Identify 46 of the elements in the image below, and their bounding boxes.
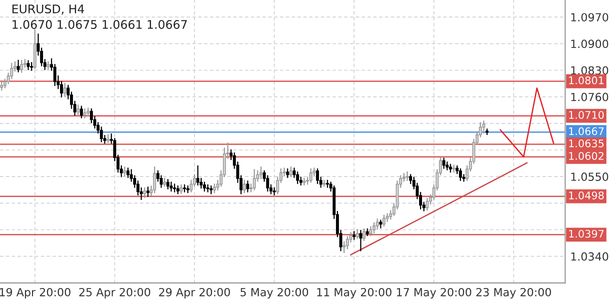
x-tick-label: 17 May 20:00 [396, 288, 472, 299]
candlestick [26, 60, 30, 70]
x-tick-label: 5 May 20:00 [240, 288, 308, 299]
y-tick-label: 1.0970 [571, 13, 608, 22]
y-tick-label: 1.0760 [571, 92, 608, 102]
y-tick-label: 1.0340 [571, 252, 608, 261]
candlestick [316, 168, 319, 184]
candlestick [16, 60, 20, 72]
ref-line-label: 1.0635 [569, 139, 604, 148]
ref-line-label: 1.0801 [569, 76, 604, 84]
candlestick [76, 104, 80, 116]
x-tick-label: 25 Apr 20:00 [79, 288, 150, 299]
candlestick [242, 180, 246, 194]
candlestick [143, 187, 146, 198]
x-tick-label: 29 Apr 20:00 [159, 288, 230, 299]
ref-line-label: 1.0397 [569, 230, 604, 238]
candlestick [146, 186, 150, 197]
y-tick-label: 1.0830 [571, 66, 608, 75]
candlestick [376, 218, 379, 230]
candlestick [346, 236, 349, 250]
ref-line-label: 1.0602 [569, 152, 604, 160]
candlestick [272, 187, 276, 196]
ref-line-label: 1.0710 [569, 110, 604, 119]
ref-line-label: 1.0498 [569, 191, 604, 200]
x-tick-label: 19 Apr 20:00 [0, 288, 70, 299]
candlestick [196, 165, 200, 186]
line-series [500, 87, 554, 158]
candlestick [382, 214, 386, 226]
candlestick [80, 106, 83, 118]
y-tick-label: 1.0900 [571, 40, 608, 48]
candlestick [359, 230, 362, 252]
chart-title: EURUSD, H4 [12, 4, 84, 15]
candlestick [170, 182, 173, 192]
x-tick-label: 11 May 20:00 [317, 288, 392, 299]
candlestick [83, 108, 86, 118]
y-tick-label: 1.0550 [571, 172, 608, 181]
candlestick [458, 168, 462, 181]
ref-line-label: 1.0667 [569, 127, 604, 136]
candlestick [126, 168, 130, 178]
x-tick-label: 23 May 20:00 [476, 288, 552, 299]
candlestick [166, 179, 170, 190]
text: 1.0670 1.0675 1.0661 1.0667 [12, 20, 187, 29]
candlestick [246, 180, 250, 192]
candlestick [442, 158, 446, 169]
candlestick [206, 184, 210, 192]
candlestick [296, 171, 300, 184]
